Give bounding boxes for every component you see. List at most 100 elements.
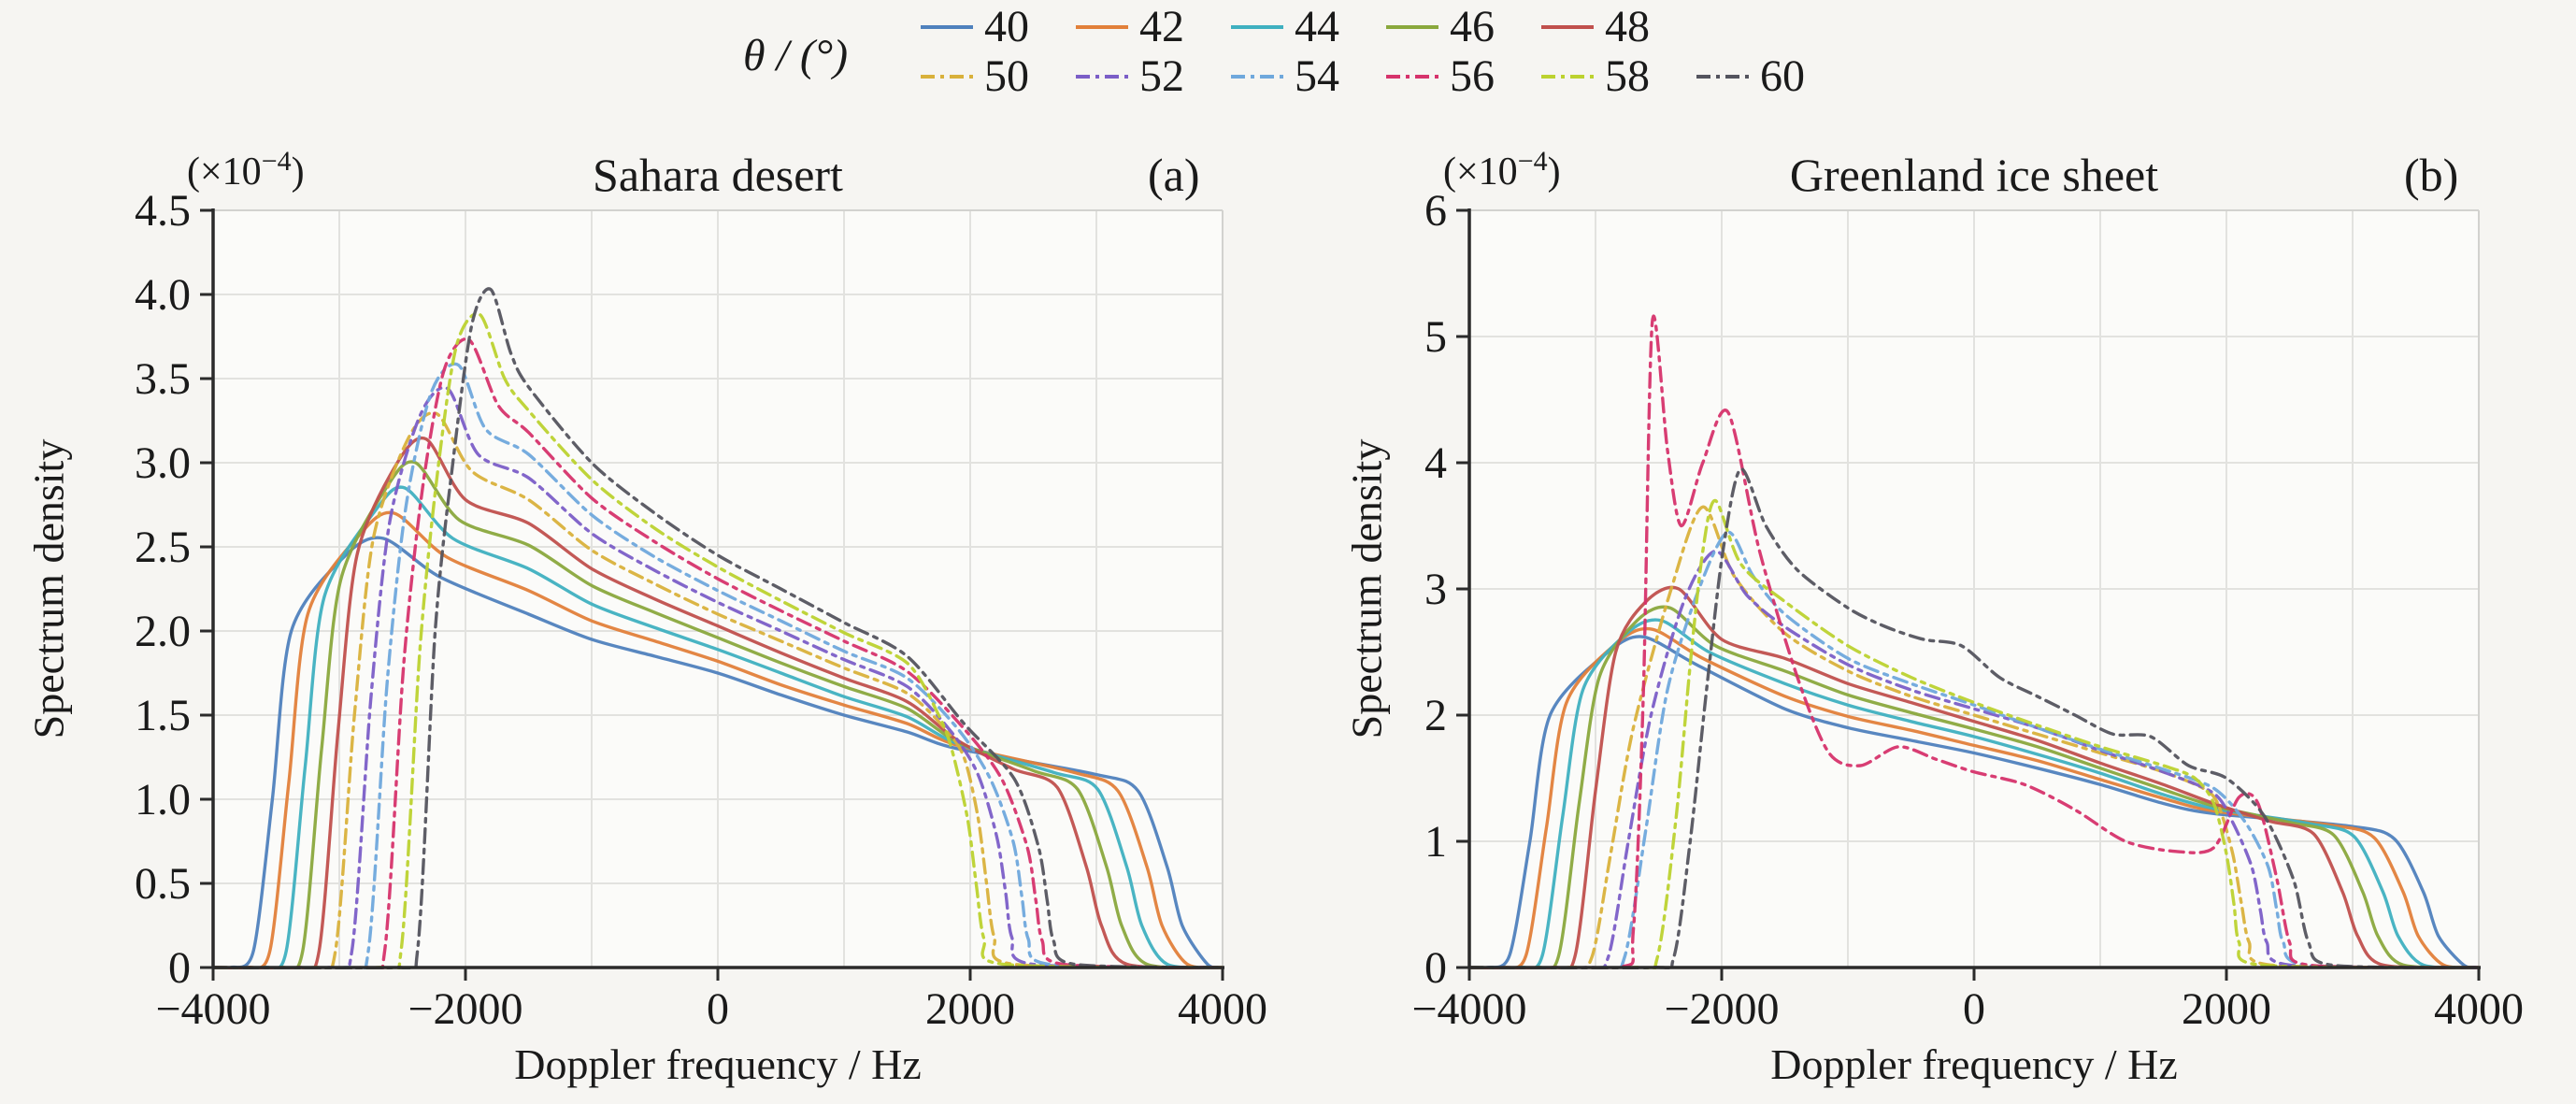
legend-line-swatch-50 <box>921 74 973 79</box>
y-tick-label-4.5: 4.5 <box>135 186 191 236</box>
x-tick-label--4000: −4000 <box>155 984 270 1034</box>
legend-row-2: 50 52 54 56 58 60 <box>921 51 1852 101</box>
series-line-theta-52 <box>213 385 1223 969</box>
panel-label-b: (b) <box>2404 149 2459 201</box>
legend-line-swatch-46 <box>1386 24 1438 29</box>
series-line-theta-40 <box>1469 635 2479 969</box>
series-line-theta-56 <box>1469 314 2479 969</box>
series-line-theta-42 <box>213 510 1223 969</box>
y-tick-label-2: 2.0 <box>135 607 191 656</box>
y-tick-label-0: 0 <box>168 943 191 993</box>
y-axis-title-b: Spectrum density <box>1342 438 1391 739</box>
legend-line-swatch-56 <box>1386 74 1438 79</box>
legend-entry-48: 48 <box>1541 1 1696 51</box>
x-tick-label-2000: 2000 <box>925 984 1015 1034</box>
series-line-theta-60 <box>1469 467 2479 969</box>
legend-line-swatch-40 <box>921 24 973 29</box>
legend-line-swatch-44 <box>1231 24 1283 29</box>
y-scale-label-b: (×10−4) <box>1443 146 1561 194</box>
series-line-theta-60 <box>213 287 1223 969</box>
legend-label-44: 44 <box>1295 1 1339 51</box>
legend-label-48: 48 <box>1605 1 1650 51</box>
y-scale-label-a: (×10−4) <box>187 146 305 194</box>
series-line-theta-40 <box>213 536 1223 969</box>
y-tick-label-0.5: 0.5 <box>135 859 191 909</box>
legend-line-swatch-48 <box>1541 24 1594 29</box>
series-line-theta-50 <box>1469 505 2479 969</box>
panel-label-a: (a) <box>1148 149 1200 201</box>
series-line-theta-48 <box>213 436 1223 969</box>
legend-line-swatch-60 <box>1696 74 1749 79</box>
legend-rows: 40 42 44 46 48 50 52 54 56 58 60 <box>921 2 1852 101</box>
y-tick-label-2: 2 <box>1424 691 1447 740</box>
x-tick-label--4000: −4000 <box>1411 984 1526 1034</box>
legend-label-56: 56 <box>1450 50 1495 101</box>
legend-label-60: 60 <box>1760 50 1805 101</box>
legend-row-1: 40 42 44 46 48 <box>921 2 1852 51</box>
legend-entry-54: 54 <box>1231 50 1386 101</box>
legend-label-50: 50 <box>984 50 1029 101</box>
legend-entry-42: 42 <box>1076 1 1231 51</box>
legend-entry-46: 46 <box>1386 1 1541 51</box>
series-line-theta-58 <box>213 311 1223 969</box>
legend-line-swatch-42 <box>1076 24 1128 29</box>
series-line-theta-48 <box>1469 585 2479 969</box>
y-tick-label-2.5: 2.5 <box>135 523 191 572</box>
legend-label-40: 40 <box>984 1 1029 51</box>
x-axis-title-a: Doppler frequency / Hz <box>514 1040 922 1088</box>
legend-label-42: 42 <box>1139 1 1184 51</box>
legend-line-swatch-58 <box>1541 74 1594 79</box>
series-line-theta-42 <box>1469 626 2479 969</box>
x-tick-label-4000: 4000 <box>2434 984 2524 1034</box>
y-axis-title-a: Spectrum density <box>24 438 73 739</box>
x-tick-label--2000: −2000 <box>1664 984 1779 1034</box>
legend-entry-44: 44 <box>1231 1 1386 51</box>
legend-label-54: 54 <box>1295 50 1339 101</box>
plot-title-sahara: Sahara desert <box>593 149 843 201</box>
plot-greenland: −4000 −2000 0 2000 4000 0 1 2 3 4 5 6 <box>1411 186 2524 1034</box>
legend-label-46: 46 <box>1450 1 1495 51</box>
series-line-theta-54 <box>1469 530 2479 969</box>
y-tick-label-6: 6 <box>1424 186 1447 236</box>
legend-entry-58: 58 <box>1541 50 1696 101</box>
y-tick-label-4: 4.0 <box>135 270 191 320</box>
legend-entry-40: 40 <box>921 1 1076 51</box>
x-tick-label-0: 0 <box>1963 984 1985 1034</box>
series-line-theta-44 <box>213 485 1223 969</box>
legend-line-swatch-52 <box>1076 74 1128 79</box>
legend-entry-60: 60 <box>1696 50 1852 101</box>
x-tick-label--2000: −2000 <box>408 984 522 1034</box>
series-line-theta-44 <box>1469 618 2479 969</box>
x-tick-label-0: 0 <box>707 984 729 1034</box>
series-line-theta-52 <box>1469 549 2479 969</box>
legend-line-swatch-54 <box>1231 74 1283 79</box>
legend-entry-56: 56 <box>1386 50 1541 101</box>
y-tick-label-3: 3.0 <box>135 438 191 488</box>
legend-title: θ / (°) <box>743 31 849 80</box>
plot-sahara: −4000 −2000 0 2000 4000 0 0.5 1.0 1.5 2.0 2.5 3.0 3.… <box>135 186 1267 1034</box>
x-tick-label-4000: 4000 <box>1178 984 1267 1034</box>
y-tick-label-0: 0 <box>1424 943 1447 993</box>
legend-label-52: 52 <box>1139 50 1184 101</box>
legend-label-58: 58 <box>1605 50 1650 101</box>
y-tick-label-3.5: 3.5 <box>135 354 191 404</box>
y-tick-label-4: 4 <box>1424 438 1447 488</box>
plot-title-greenland: Greenland ice sheet <box>1789 149 2159 201</box>
y-tick-label-3: 3 <box>1424 565 1447 614</box>
series-line-theta-56 <box>213 337 1223 969</box>
series-line-theta-54 <box>213 362 1223 969</box>
series-line-theta-46 <box>213 460 1223 969</box>
legend-entry-52: 52 <box>1076 50 1231 101</box>
x-tick-label-2000: 2000 <box>2182 984 2271 1034</box>
y-tick-label-5: 5 <box>1424 312 1447 362</box>
y-tick-label-1: 1.0 <box>135 775 191 824</box>
series-line-theta-50 <box>213 410 1223 969</box>
legend-entry-50: 50 <box>921 50 1076 101</box>
series-line-theta-58 <box>1469 498 2479 969</box>
x-axis-title-b: Doppler frequency / Hz <box>1770 1040 2178 1088</box>
y-tick-label-1.5: 1.5 <box>135 691 191 740</box>
y-tick-label-1: 1 <box>1424 817 1447 867</box>
series-line-theta-46 <box>1469 605 2479 969</box>
